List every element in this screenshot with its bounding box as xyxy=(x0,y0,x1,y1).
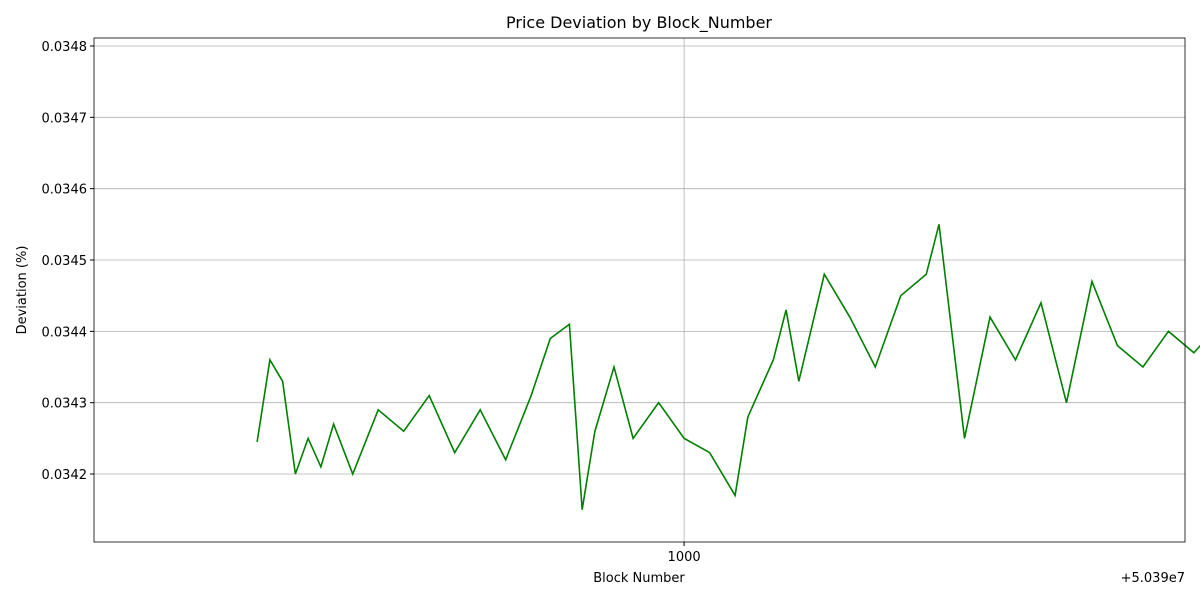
plot-frame xyxy=(93,37,1186,543)
x-axis-label: Block Number xyxy=(593,571,685,586)
data-line xyxy=(256,224,1200,510)
y-tick-label: 0.0344 xyxy=(42,325,88,340)
y-tick-label: 0.0343 xyxy=(42,397,88,412)
chart-title: Price Deviation by Block_Number xyxy=(506,13,772,33)
y-tick-label: 0.0345 xyxy=(42,254,88,269)
y-tick-label: 0.0346 xyxy=(42,183,88,198)
x-offset-label: +5.039e7 xyxy=(1121,571,1185,586)
y-tick-label: 0.0348 xyxy=(42,40,88,55)
x-tick-label: 1000 xyxy=(668,550,701,565)
y-tick-label: 0.0347 xyxy=(42,111,88,126)
y-axis-label: Deviation (%) xyxy=(15,246,30,335)
y-tick-label: 0.0342 xyxy=(42,468,88,483)
